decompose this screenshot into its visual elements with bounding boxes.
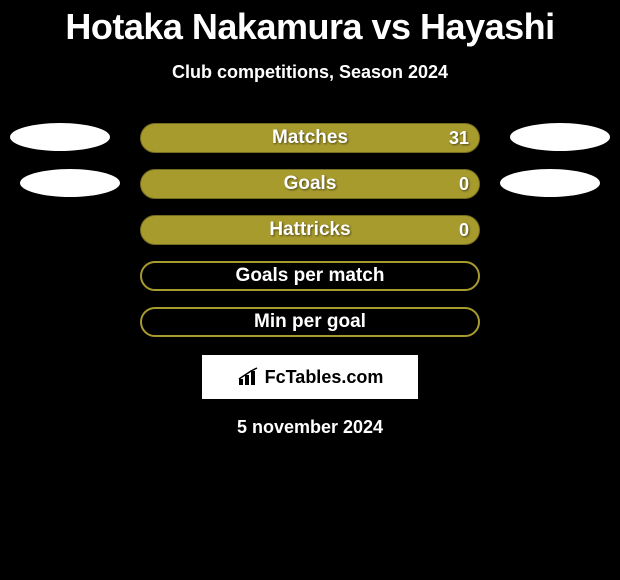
stat-value: 0: [459, 169, 469, 199]
stat-label: Goals per match: [142, 261, 478, 291]
stat-label: Min per goal: [142, 307, 478, 337]
page-subtitle: Club competitions, Season 2024: [0, 62, 620, 83]
comparison-chart: Matches 31 Goals 0 Hattricks 0 Goals per…: [0, 123, 620, 337]
stat-value: 0: [459, 215, 469, 245]
stat-row: Min per goal: [0, 307, 620, 337]
fctables-logo: FcTables.com: [237, 367, 384, 388]
stat-bar: Hattricks 0: [140, 215, 480, 245]
stat-value: 31: [449, 123, 469, 153]
stat-label: Goals: [141, 169, 479, 199]
stat-bar: Matches 31: [140, 123, 480, 153]
stat-row: Hattricks 0: [0, 215, 620, 245]
stat-row: Goals per match: [0, 261, 620, 291]
stat-bar: Goals 0: [140, 169, 480, 199]
stat-bar: Min per goal: [140, 307, 480, 337]
date-label: 5 november 2024: [0, 417, 620, 438]
stat-row: Matches 31: [0, 123, 620, 153]
stat-bar: Goals per match: [140, 261, 480, 291]
page-title: Hotaka Nakamura vs Hayashi: [0, 0, 620, 48]
logo-text: FcTables.com: [265, 367, 384, 388]
bars-icon: [237, 367, 261, 387]
stat-label: Hattricks: [141, 215, 479, 245]
stat-row: Goals 0: [0, 169, 620, 199]
stat-label: Matches: [141, 123, 479, 153]
logo-box: FcTables.com: [202, 355, 418, 399]
